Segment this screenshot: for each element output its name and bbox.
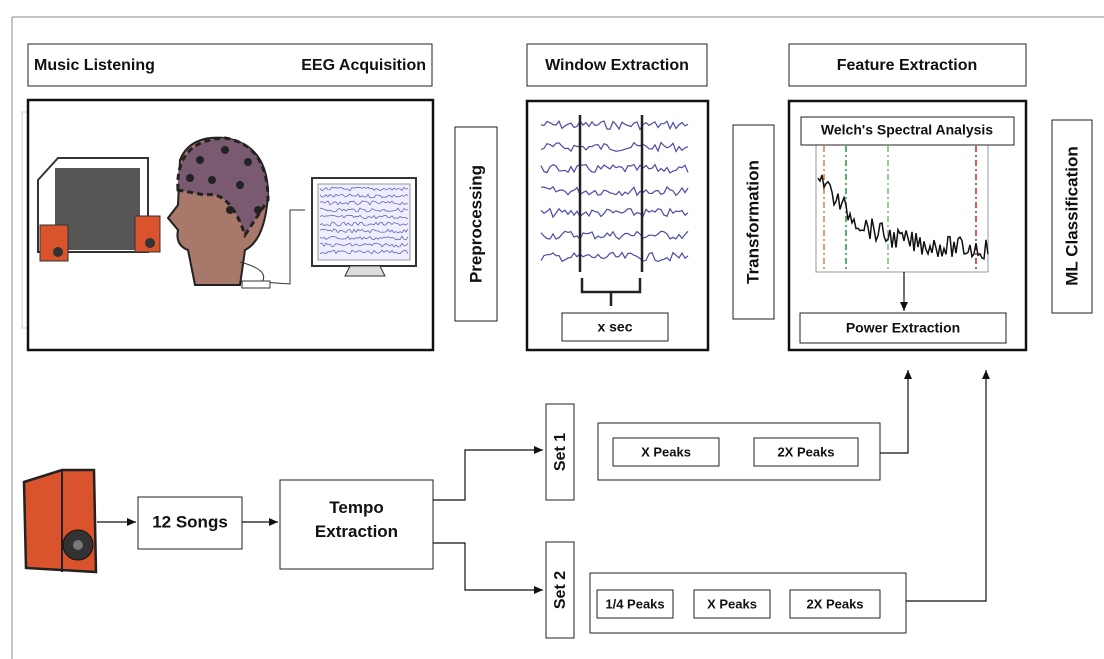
header-box	[27, 43, 433, 87]
peak-box	[596, 589, 674, 619]
peak-box	[693, 589, 771, 619]
peak-box	[753, 437, 859, 467]
eeg-trace	[319, 214, 409, 220]
header-text: Feature Extraction	[837, 57, 977, 74]
eeg-trace	[319, 186, 409, 192]
stage-label: ML Classification	[1062, 146, 1081, 286]
eeg-trace	[319, 200, 409, 206]
set-box	[545, 541, 575, 639]
eeg-trace	[540, 230, 689, 241]
window-label-box	[561, 312, 669, 342]
arrow	[880, 370, 912, 454]
peak-box	[789, 589, 881, 619]
spectrum-frame	[815, 144, 989, 273]
eeg-trace	[319, 221, 409, 227]
spectral-box	[800, 116, 1015, 146]
tempo-box	[279, 479, 434, 570]
eeg-trace	[319, 228, 409, 234]
songs-label: 12 Songs	[152, 512, 228, 531]
arrow	[433, 446, 543, 501]
header-text: Window Extraction	[545, 57, 689, 74]
spectral-label: Welch's Spectral Analysis	[821, 122, 993, 138]
peak-box	[612, 437, 720, 467]
header-text: EEG Acquisition	[301, 57, 426, 74]
power-box	[799, 312, 1007, 344]
peak-label: X Peaks	[641, 444, 691, 459]
peak-label: X Peaks	[707, 596, 757, 611]
header-box	[526, 43, 708, 87]
window-label: x sec	[597, 319, 632, 335]
peak-label: 1/4 Peaks	[605, 596, 664, 611]
eeg-traces	[540, 120, 689, 263]
arrow	[433, 542, 543, 594]
eeg-trace	[540, 163, 689, 174]
tempo-text: Tempo Extraction	[314, 498, 399, 541]
eeg-trace	[540, 251, 689, 263]
stage-box	[732, 124, 775, 320]
eeg-trace	[319, 207, 409, 213]
eeg-trace	[540, 185, 689, 197]
speaker-icon	[22, 468, 98, 574]
spectrum-line	[817, 174, 989, 260]
songs-box	[137, 496, 243, 550]
eeg-trace	[319, 249, 409, 255]
set-label: Set 2	[552, 571, 569, 609]
window-bracket	[580, 278, 642, 306]
tempo-label: Tempo Extraction	[314, 498, 399, 541]
eeg-trace	[319, 235, 409, 241]
acquisition-illustration	[37, 136, 417, 289]
arrow	[906, 370, 990, 602]
peak-label: 2X Peaks	[777, 444, 834, 459]
power-label: Power Extraction	[846, 320, 960, 336]
eeg-trace	[540, 207, 689, 219]
stage-box	[454, 126, 498, 322]
eeg-trace	[319, 242, 409, 248]
header-text: Music Listening	[34, 57, 155, 74]
stage-label: Transformation	[743, 160, 762, 284]
eeg-trace	[319, 193, 409, 199]
stage-label: Preprocessing	[466, 165, 485, 283]
window-panel	[525, 99, 710, 352]
set-label: Set 1	[552, 433, 569, 471]
eeg-trace	[540, 120, 689, 131]
stage-box	[1051, 119, 1093, 314]
set-box	[545, 403, 575, 501]
peak-label: 2X Peaks	[806, 596, 863, 611]
header-box	[788, 43, 1027, 87]
eeg-trace	[540, 141, 689, 153]
